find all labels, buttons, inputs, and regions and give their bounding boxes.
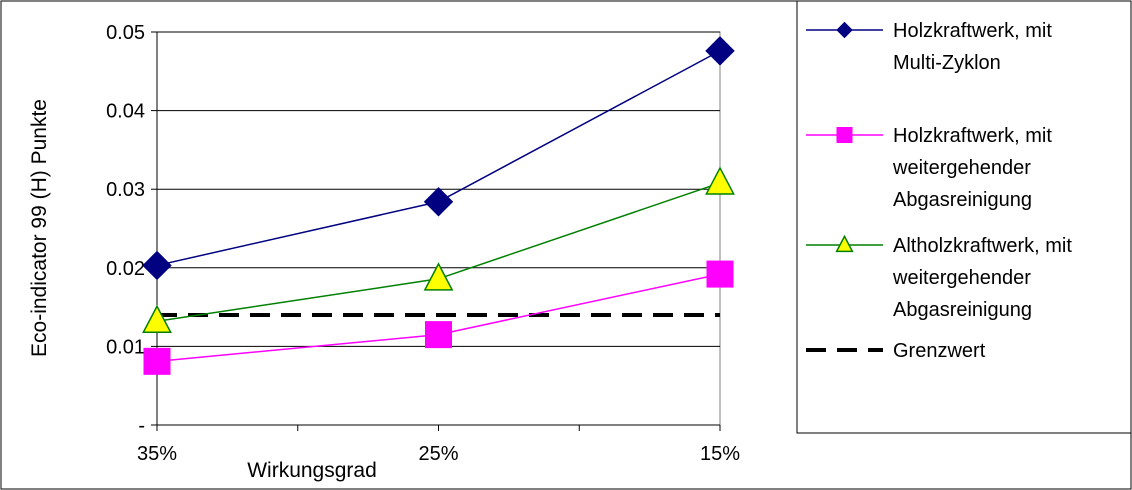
y-tick-label: 0.03 <box>106 179 145 201</box>
y-tick-label: - <box>138 415 145 437</box>
x-tick-labels: 35% 25% 15% <box>137 443 740 465</box>
x-tick-label: 35% <box>137 443 177 465</box>
data-point-triangle <box>705 166 735 195</box>
data-point-square <box>706 260 734 288</box>
x-tick-label: 15% <box>700 443 740 465</box>
x-tick-label: 25% <box>418 443 458 465</box>
legend-label: Grenzwert <box>893 340 986 362</box>
legend-label: Altholzkraftwerk, mit <box>893 235 1072 257</box>
data-point-square <box>836 127 853 143</box>
y-axis-title: Eco-indicator 99 (H) Punkte <box>28 99 51 357</box>
plot-area <box>156 31 721 426</box>
data-point-triangle <box>423 262 454 291</box>
legend-label: weitergehender <box>892 157 1031 179</box>
data-point-diamond <box>836 21 853 39</box>
legend: Holzkraftwerk, mit Multi-Zyklon Holzkraftw… <box>806 20 1072 362</box>
legend-label: Holzkraftwerk, mit <box>893 20 1052 42</box>
x-axis-title: Wirkungsgrad <box>247 459 377 482</box>
legend-box <box>796 0 1132 434</box>
data-point-square <box>425 321 452 349</box>
y-tick-label: 0.01 <box>106 336 145 358</box>
legend-label: Holzkraftwerk, mit <box>893 125 1052 147</box>
y-tick-label: 0.05 <box>106 22 145 44</box>
series-group <box>142 36 735 375</box>
data-point-diamond <box>705 36 735 66</box>
data-point-triangle <box>835 234 854 253</box>
y-tick-label: 0.04 <box>106 101 145 123</box>
data-point-triangle <box>142 304 172 334</box>
data-point-square <box>143 347 171 375</box>
y-tick-label: 0.02 <box>106 258 145 280</box>
data-point-diamond <box>142 250 172 281</box>
legend-label: Abgasreinigung <box>893 299 1032 321</box>
legend-label: Multi-Zyklon <box>893 52 1001 74</box>
data-point-diamond <box>423 187 454 217</box>
legend-label: weitergehender <box>892 267 1031 289</box>
y-tick-labels: - 0.01 0.02 0.03 0.04 0.05 <box>106 22 145 437</box>
legend-label: Abgasreinigung <box>893 189 1032 211</box>
